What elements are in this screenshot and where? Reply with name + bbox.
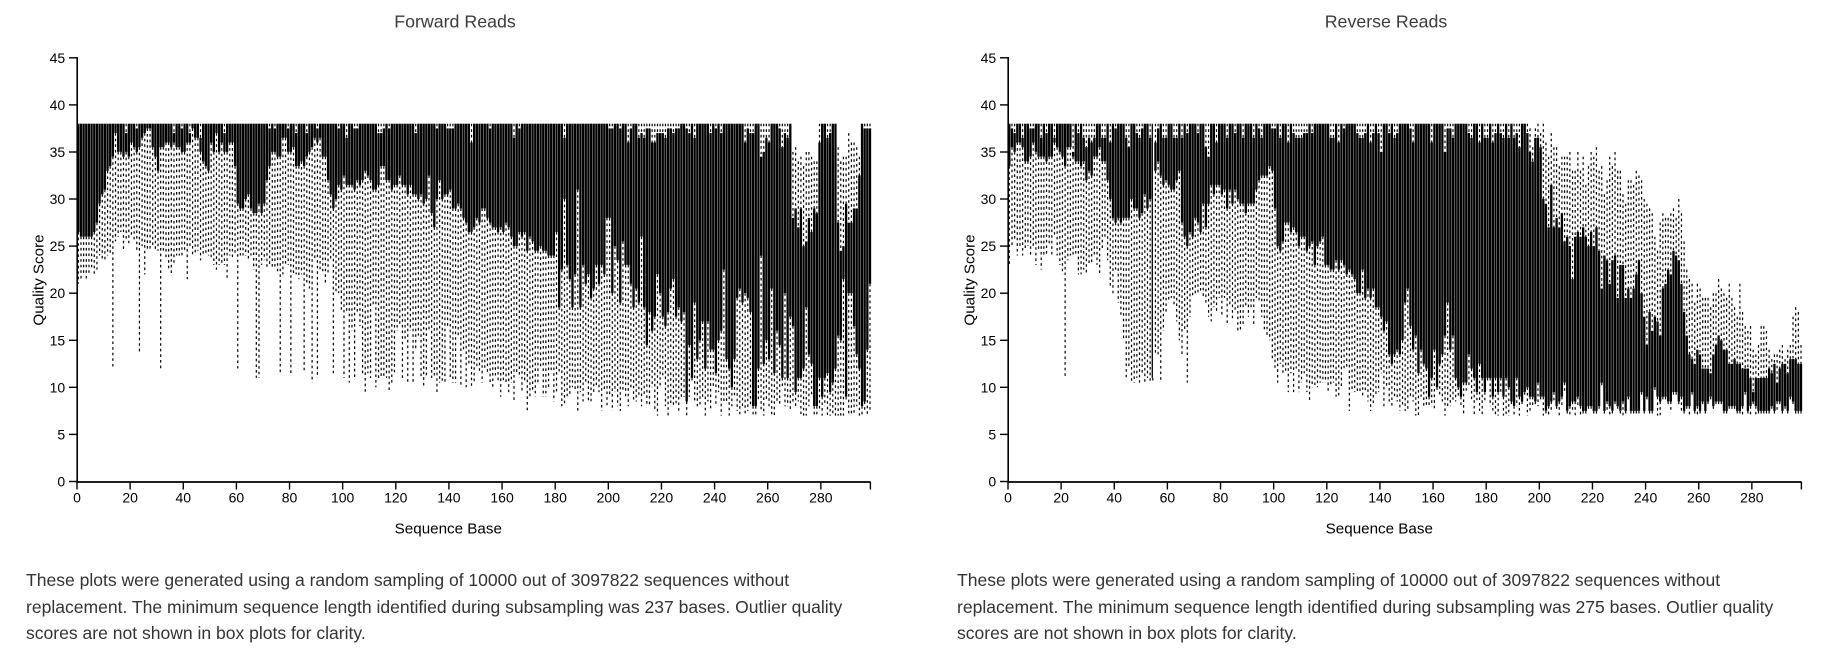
- svg-text:140: 140: [437, 489, 461, 505]
- svg-text:40: 40: [981, 97, 997, 113]
- svg-text:80: 80: [1213, 489, 1229, 505]
- svg-text:30: 30: [50, 191, 66, 207]
- svg-text:160: 160: [490, 489, 514, 505]
- svg-text:45: 45: [50, 50, 66, 66]
- svg-text:180: 180: [544, 489, 568, 505]
- svg-text:120: 120: [1315, 489, 1339, 505]
- svg-text:200: 200: [1528, 489, 1552, 505]
- svg-text:10: 10: [981, 379, 997, 395]
- svg-text:Sequence Base: Sequence Base: [1326, 521, 1433, 538]
- svg-text:280: 280: [809, 489, 833, 505]
- svg-text:40: 40: [50, 97, 66, 113]
- svg-text:160: 160: [1421, 489, 1445, 505]
- svg-text:0: 0: [57, 474, 65, 490]
- svg-text:40: 40: [1106, 489, 1122, 505]
- svg-text:5: 5: [988, 426, 996, 442]
- svg-text:15: 15: [981, 332, 997, 348]
- svg-text:220: 220: [650, 489, 674, 505]
- svg-text:35: 35: [981, 144, 997, 160]
- svg-text:220: 220: [1581, 489, 1605, 505]
- svg-text:120: 120: [384, 489, 408, 505]
- svg-text:140: 140: [1368, 489, 1392, 505]
- svg-text:100: 100: [331, 489, 355, 505]
- svg-text:0: 0: [73, 489, 81, 505]
- svg-text:25: 25: [981, 238, 997, 254]
- svg-text:20: 20: [122, 489, 138, 505]
- svg-text:260: 260: [1687, 489, 1711, 505]
- svg-text:30: 30: [981, 191, 997, 207]
- svg-text:80: 80: [282, 489, 298, 505]
- svg-text:45: 45: [981, 50, 997, 66]
- svg-text:260: 260: [756, 489, 780, 505]
- svg-text:Quality Score: Quality Score: [962, 234, 979, 325]
- svg-text:100: 100: [1262, 489, 1286, 505]
- svg-text:20: 20: [981, 285, 997, 301]
- svg-text:40: 40: [175, 489, 191, 505]
- svg-text:60: 60: [229, 489, 245, 505]
- svg-text:10: 10: [50, 379, 66, 395]
- svg-text:180: 180: [1475, 489, 1499, 505]
- svg-text:280: 280: [1740, 489, 1764, 505]
- svg-text:20: 20: [1053, 489, 1069, 505]
- svg-text:35: 35: [50, 144, 66, 160]
- svg-text:15: 15: [50, 332, 66, 348]
- svg-text:25: 25: [50, 238, 66, 254]
- svg-text:Forward Reads: Forward Reads: [394, 12, 516, 32]
- svg-text:5: 5: [57, 426, 65, 442]
- svg-text:60: 60: [1160, 489, 1176, 505]
- svg-text:0: 0: [1004, 489, 1012, 505]
- svg-text:Reverse Reads: Reverse Reads: [1325, 12, 1448, 32]
- svg-text:0: 0: [988, 474, 996, 490]
- svg-text:200: 200: [597, 489, 621, 505]
- svg-text:240: 240: [1634, 489, 1658, 505]
- svg-text:240: 240: [703, 489, 727, 505]
- svg-text:Sequence Base: Sequence Base: [395, 521, 502, 538]
- svg-text:20: 20: [50, 285, 66, 301]
- svg-text:Quality Score: Quality Score: [31, 234, 48, 325]
